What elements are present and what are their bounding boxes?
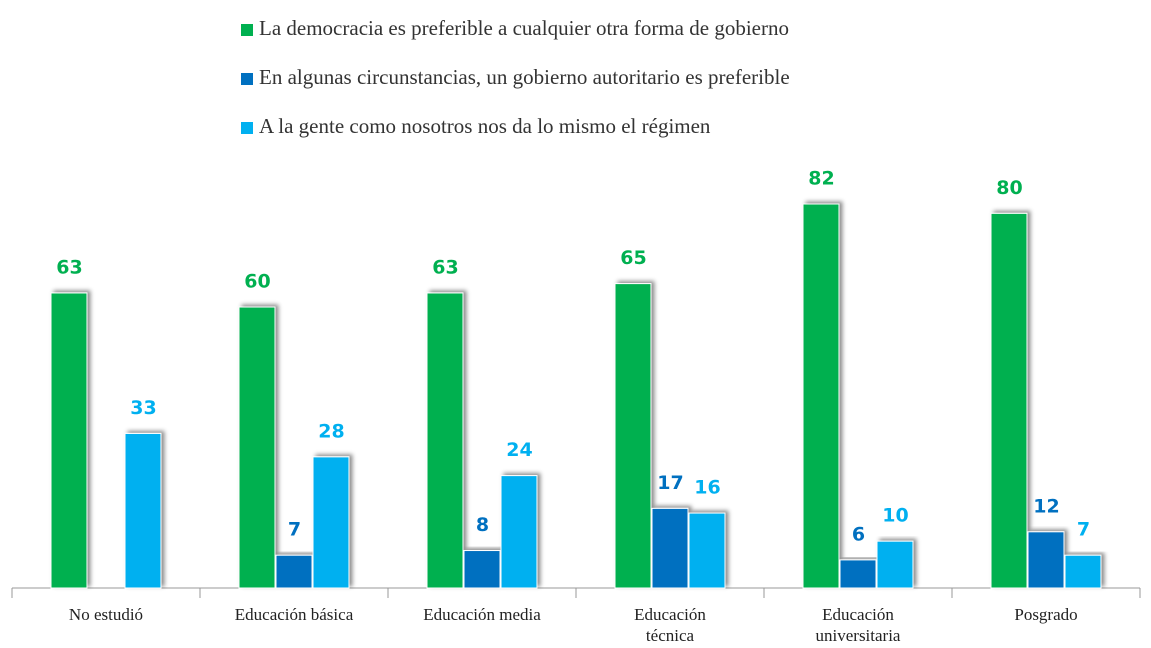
data-label: 24	[506, 439, 532, 461]
bar	[876, 540, 914, 589]
bar	[500, 475, 538, 589]
data-label: 7	[1077, 519, 1090, 541]
legend-swatch	[241, 73, 253, 85]
data-label: 6	[852, 523, 865, 545]
data-label: 80	[996, 177, 1022, 199]
x-tick-label: Educación media	[423, 605, 541, 624]
bar	[275, 554, 313, 589]
data-label: 10	[882, 505, 908, 527]
data-label: 60	[244, 271, 270, 293]
bar	[50, 292, 88, 589]
data-label: 33	[130, 397, 156, 419]
bar	[839, 559, 877, 589]
data-label: 12	[1033, 495, 1059, 517]
bar	[1027, 531, 1065, 589]
data-label: 17	[657, 472, 683, 494]
bar	[124, 432, 162, 589]
data-label: 7	[288, 519, 301, 541]
bar	[1064, 554, 1102, 589]
data-label: 63	[432, 256, 458, 278]
bar	[651, 507, 689, 589]
bar	[312, 456, 350, 589]
data-label: 28	[318, 420, 344, 442]
x-tick-label: Educación básica	[234, 605, 354, 624]
legend-swatch	[241, 24, 253, 36]
x-tick-label: No estudió	[68, 605, 144, 624]
x-tick-label: Educación universitaria	[815, 605, 901, 645]
legend-label: En algunas circunstancias, un gobierno a…	[259, 65, 790, 89]
bar	[614, 283, 652, 589]
legend-label: A la gente como nosotros nos da lo mismo…	[259, 114, 711, 138]
data-label: 65	[620, 247, 646, 269]
bar	[463, 550, 501, 589]
legend-label: La democracia es preferible a cualquier …	[259, 16, 789, 40]
data-label: 82	[808, 168, 834, 190]
bar	[990, 212, 1028, 589]
data-label: 8	[476, 514, 489, 536]
bar	[426, 292, 464, 589]
data-label: 63	[56, 256, 82, 278]
x-tick-label: Educación técnica	[634, 605, 706, 645]
bar	[802, 203, 840, 589]
bar	[688, 512, 726, 589]
legend-swatch	[241, 122, 253, 134]
x-tick-label: Posgrado	[1014, 605, 1078, 624]
bar	[238, 306, 276, 589]
data-label: 16	[694, 477, 720, 499]
